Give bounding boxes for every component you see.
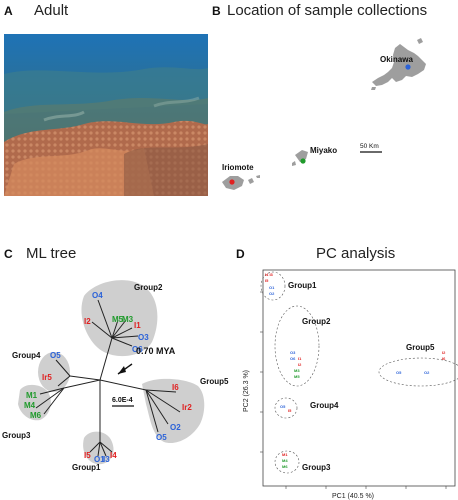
leaf-label: I2 (84, 317, 91, 326)
group5-ellipse (378, 357, 458, 387)
svg-text:I5: I5 (265, 278, 269, 283)
axis-ticks (260, 291, 447, 489)
pca-group-labels: Group1 Group2 Group5 Group4 Group3 (288, 281, 435, 472)
pca-group1-label: Group1 (288, 281, 317, 290)
group3-ellipse (274, 450, 300, 474)
group3-label: Group3 (2, 431, 31, 440)
group-clade-shading (18, 280, 205, 465)
leaf-label: M6 (30, 411, 42, 420)
island-landmasses (222, 38, 426, 190)
svg-text:O2: O2 (269, 291, 275, 296)
svg-text:M4: M4 (282, 458, 288, 463)
svg-text:M6: M6 (282, 464, 288, 469)
svg-text:M5: M5 (294, 374, 300, 379)
scale-bar-label: 50 Km (360, 143, 379, 150)
pca-group2-label: Group2 (302, 317, 331, 326)
panel-b-letter: B (212, 4, 221, 18)
svg-text:O1: O1 (269, 285, 275, 290)
svg-text:I2: I2 (442, 350, 446, 355)
group4-ellipse (274, 397, 298, 419)
svg-text:I5: I5 (288, 408, 292, 413)
location-map: Okinawa Miyako Iriomote 50 Km (222, 38, 426, 190)
pca-group5-label: Group5 (406, 343, 435, 352)
group4-label: Group4 (12, 351, 41, 360)
tree-scale-label: 6.0E-4 (112, 397, 133, 404)
panel-d-letter: D (236, 247, 245, 261)
group1-label: Group1 (72, 463, 101, 472)
leaf-label: O5 (156, 433, 167, 442)
svg-text:I2: I2 (298, 362, 302, 367)
group-ellipses (260, 271, 458, 474)
panel-d-title: PC analysis (316, 245, 396, 262)
svg-text:I6: I6 (442, 356, 446, 361)
leaf-label: O1 (94, 455, 105, 464)
pca-group4-label: Group4 (310, 401, 339, 410)
svg-text:O3: O3 (290, 350, 296, 355)
pca-point-labels: I4 I3 I5 O1 O2 O3 O6 I1 I2 M3 M5 O5 O2 I… (265, 272, 446, 469)
svg-text:O6: O6 (290, 356, 296, 361)
leaf-label: Ir5 (42, 373, 52, 382)
tree-group-labels: Group2 Group4 Group3 Group1 Group5 (2, 283, 229, 472)
leaf-label: O2 (170, 423, 181, 432)
miyako-label: Miyako (310, 146, 337, 155)
leaf-label: O5 (50, 351, 61, 360)
group2-label: Group2 (134, 283, 163, 292)
panel-c-title: ML tree (26, 245, 77, 262)
svg-text:O5: O5 (396, 370, 402, 375)
ml-tree: O4 I2 M5 M3 I1 O3 O6 O5 Ir5 M1 M4 M6 I5 … (2, 280, 229, 472)
svg-text:I4 I3: I4 I3 (265, 272, 274, 277)
leaf-label: O3 (138, 333, 149, 342)
leaf-label: M4 (24, 401, 36, 410)
iriomote-label: Iriomote (222, 163, 254, 172)
leaf-label: Ir2 (182, 403, 192, 412)
tree-branches (35, 299, 181, 457)
panel-c-letter: C (4, 247, 13, 261)
leaf-label: O6 (132, 345, 143, 354)
panel-a-title: Adult (34, 2, 69, 19)
svg-text:M1: M1 (282, 452, 288, 457)
leaf-label: I4 (110, 451, 117, 460)
pc1-axis-label: PC1 (40.5 %) (332, 493, 374, 500)
arrow-head-icon (118, 366, 126, 374)
panel-a-letter: A (4, 4, 13, 18)
tree-leaf-labels: O4 I2 M5 M3 I1 O3 O6 O5 Ir5 M1 M4 M6 I5 … (24, 291, 192, 464)
leaf-label: I1 (134, 321, 141, 330)
pca-group3-label: Group3 (302, 463, 331, 472)
svg-text:M3: M3 (294, 368, 300, 373)
leaf-label: I3 (103, 455, 110, 464)
leaf-label: O4 (92, 291, 103, 300)
group1-ellipse (260, 271, 286, 301)
coral-reef-photo (4, 34, 208, 196)
svg-text:O2: O2 (424, 370, 430, 375)
group5-label: Group5 (200, 377, 229, 386)
miyako-marker (300, 158, 306, 164)
leaf-label: M5 (112, 315, 124, 324)
pc-analysis-plot: I4 I3 I5 O1 O2 O3 O6 I1 I2 M3 M5 O5 O2 I… (243, 269, 458, 500)
divergence-age-label: 0.70 MYA (136, 346, 176, 356)
iriomote-marker (229, 179, 235, 185)
svg-text:I1: I1 (298, 356, 302, 361)
leaf-label: I5 (84, 451, 91, 460)
leaf-label: M3 (122, 315, 134, 324)
leaf-label: I6 (172, 383, 179, 392)
leaf-label: M1 (26, 391, 38, 400)
panel-b-title: Location of sample collections (227, 2, 428, 19)
plot-frame (262, 269, 456, 487)
svg-text:O5: O5 (280, 404, 286, 409)
pc2-axis-label: PC2 (26.3 %) (243, 370, 250, 412)
okinawa-marker (405, 64, 411, 70)
group2-ellipse (274, 305, 320, 387)
okinawa-label: Okinawa (380, 55, 413, 64)
